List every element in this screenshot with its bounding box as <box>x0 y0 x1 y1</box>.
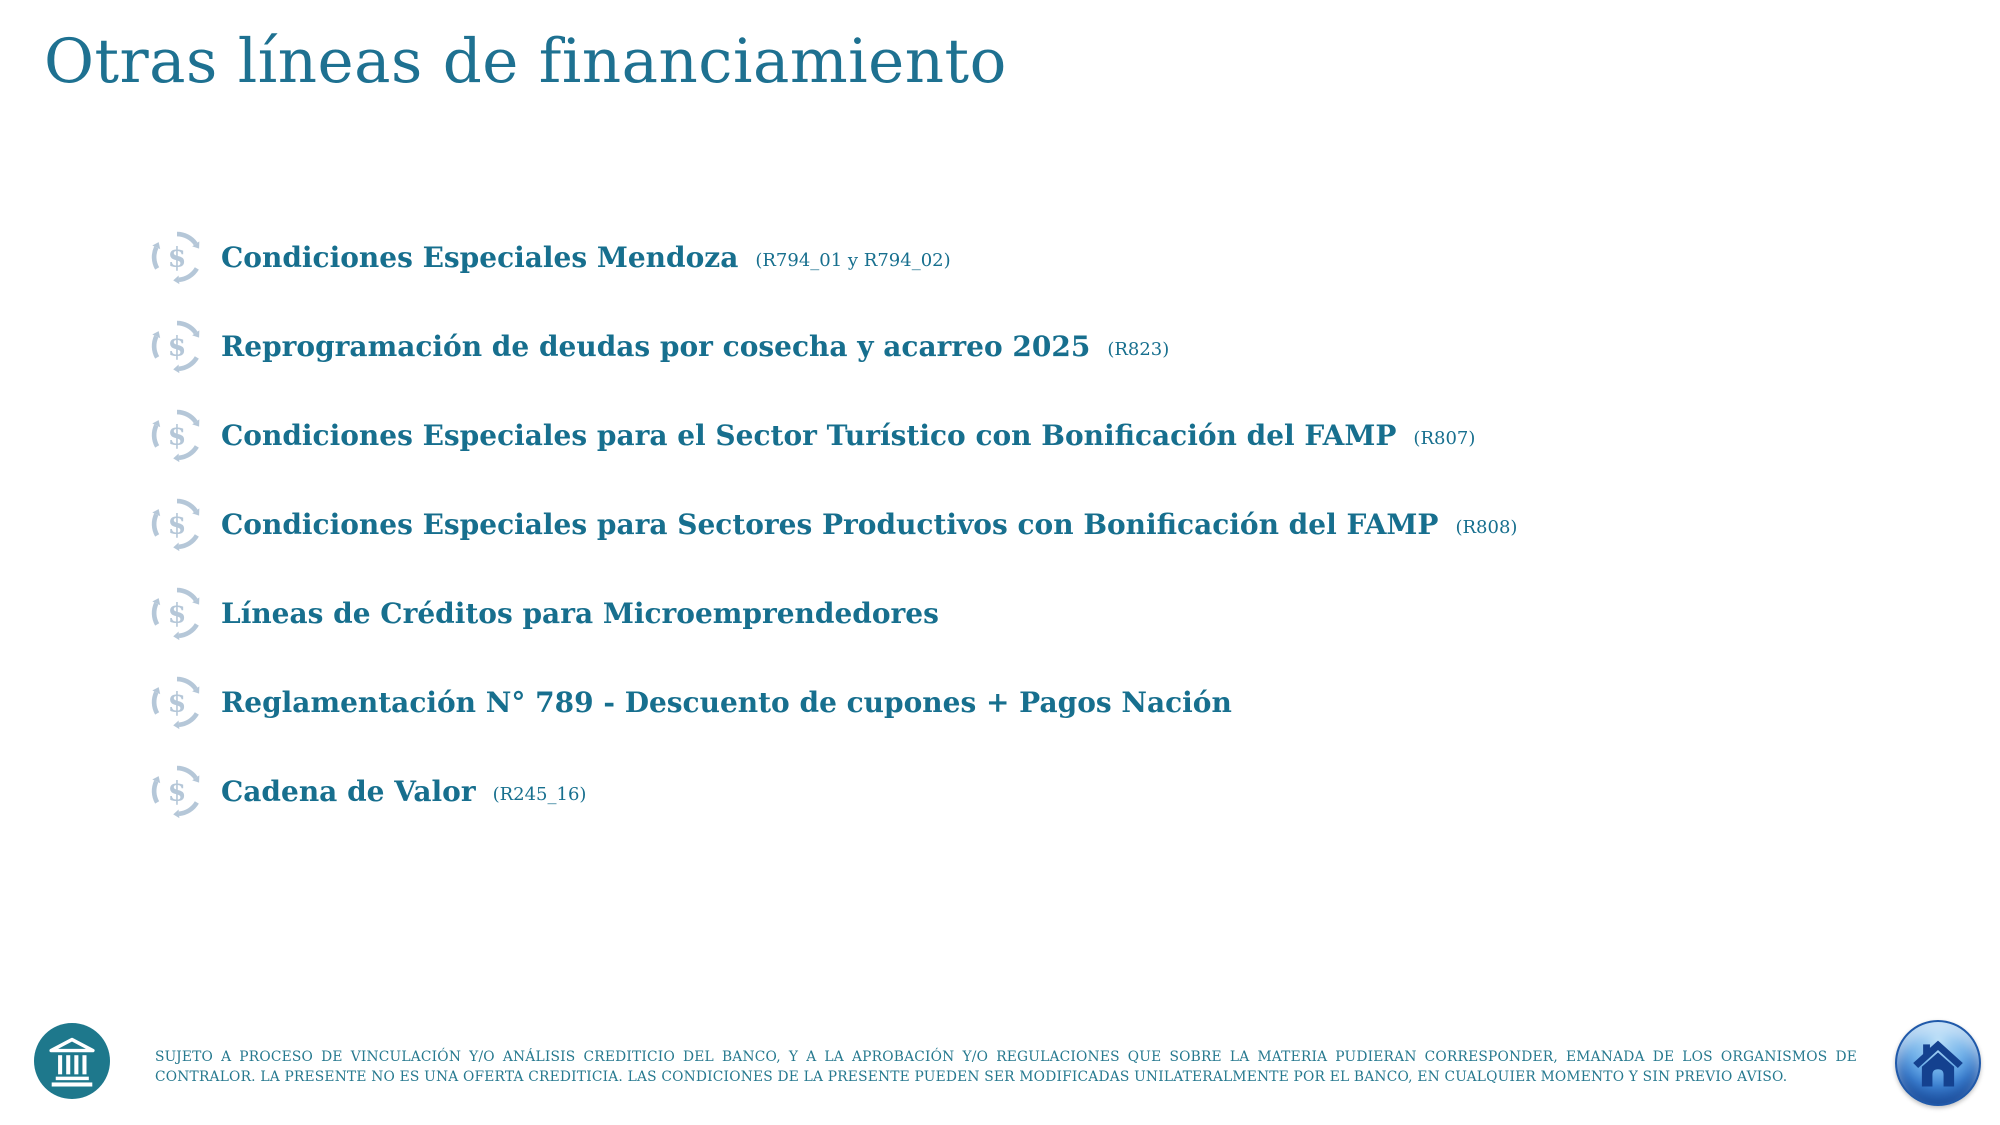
item-label: Cadena de Valor <box>221 774 476 808</box>
svg-text:$: $ <box>168 509 187 540</box>
bank-icon <box>34 1023 110 1099</box>
list-item-microemprendedores[interactable]: $ Líneas de Créditos para Microemprended… <box>148 584 1517 642</box>
list-item-condiciones-mendoza[interactable]: $ Condiciones Especiales Mendoza (R794_0… <box>148 228 1517 286</box>
home-icon <box>1913 1040 1963 1087</box>
item-code: (R245_16) <box>492 783 587 805</box>
item-code: (R807) <box>1413 427 1476 449</box>
dollar-refresh-icon: $ <box>148 406 206 464</box>
dollar-refresh-icon: $ <box>148 317 206 375</box>
dollar-refresh-icon: $ <box>148 228 206 286</box>
svg-text:$: $ <box>168 687 187 718</box>
dollar-refresh-icon: $ <box>148 495 206 553</box>
disclaimer-line-1: SUJETO A PROCESO DE VINCULACIÓN Y/O ANÁL… <box>155 1049 1857 1065</box>
dollar-refresh-icon: $ <box>148 673 206 731</box>
home-button[interactable] <box>1895 1020 1981 1106</box>
svg-text:$: $ <box>168 598 187 629</box>
svg-text:$: $ <box>168 776 187 807</box>
dollar-refresh-icon: $ <box>148 584 206 642</box>
item-code: (R794_01 y R794_02) <box>755 249 951 271</box>
dollar-refresh-icon: $ <box>148 762 206 820</box>
item-label: Condiciones Especiales para Sectores Pro… <box>221 507 1439 541</box>
svg-text:$: $ <box>168 242 187 273</box>
item-code: (R823) <box>1107 338 1170 360</box>
list-item-sectores-productivos[interactable]: $ Condiciones Especiales para Sectores P… <box>148 495 1517 553</box>
list-item-reglamentacion-789[interactable]: $ Reglamentación N° 789 - Descuento de c… <box>148 673 1517 731</box>
item-label: Condiciones Especiales Mendoza <box>221 240 739 274</box>
list-item-reprogramacion-deudas[interactable]: $ Reprogramación de deudas por cosecha y… <box>148 317 1517 375</box>
list-item-cadena-de-valor[interactable]: $ Cadena de Valor (R245_16) <box>148 762 1517 820</box>
list-item-sector-turistico[interactable]: $ Condiciones Especiales para el Sector … <box>148 406 1517 464</box>
item-code: (R808) <box>1455 516 1518 538</box>
svg-text:$: $ <box>168 331 187 362</box>
item-label: Reglamentación N° 789 - Descuento de cup… <box>221 685 1232 719</box>
svg-text:$: $ <box>168 420 187 451</box>
page-title: Otras líneas de financiamiento <box>44 26 1007 97</box>
item-label: Condiciones Especiales para el Sector Tu… <box>221 418 1397 452</box>
footer-disclaimer: SUJETO A PROCESO DE VINCULACIÓN Y/O ANÁL… <box>155 1048 1857 1087</box>
item-label: Reprogramación de deudas por cosecha y a… <box>221 329 1091 363</box>
disclaimer-line-2: CONTRALOR. LA PRESENTE NO ES UNA OFERTA … <box>155 1068 1788 1085</box>
financing-lines-list: $ Condiciones Especiales Mendoza (R794_0… <box>148 228 1517 851</box>
item-label: Líneas de Créditos para Microemprendedor… <box>221 596 939 630</box>
